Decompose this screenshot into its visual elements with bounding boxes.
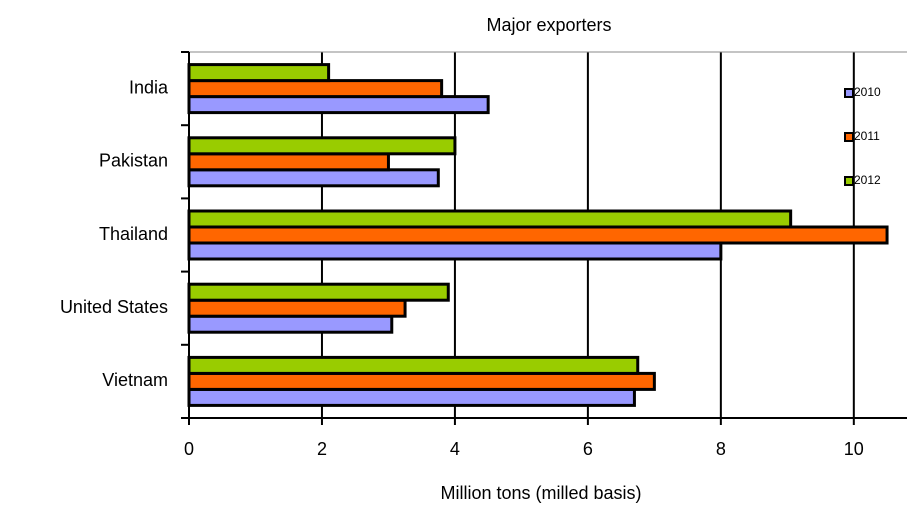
legend-label: 2012 — [854, 173, 881, 187]
legend-label: 2011 — [854, 129, 880, 143]
x-tick-label: 4 — [450, 439, 460, 459]
y-tick-label: India — [129, 77, 169, 97]
bar — [187, 136, 457, 156]
x-tick-label: 2 — [317, 439, 327, 459]
bar — [187, 168, 440, 188]
chart-title: Major exporters — [486, 15, 611, 35]
bar — [187, 225, 889, 245]
bar — [187, 355, 640, 375]
bar — [187, 371, 656, 391]
bar — [187, 387, 636, 407]
x-tick-label: 0 — [184, 439, 194, 459]
bar — [187, 298, 407, 318]
x-tick-label: 8 — [716, 439, 726, 459]
x-tick-label: 10 — [844, 439, 864, 459]
bar — [187, 209, 793, 229]
bar — [187, 63, 331, 83]
legend-swatch — [844, 176, 854, 186]
y-tick-label: Thailand — [99, 224, 168, 244]
bar — [187, 79, 444, 99]
bar — [187, 241, 723, 261]
bar — [187, 95, 490, 115]
legend-label: 2010 — [854, 85, 881, 99]
bar — [187, 314, 394, 334]
bar — [187, 282, 450, 302]
legend-swatch — [844, 132, 854, 142]
y-tick-label: United States — [60, 297, 168, 317]
y-tick-label: Pakistan — [99, 151, 168, 171]
y-tick-label: Vietnam — [102, 370, 168, 390]
x-axis-label: Million tons (milled basis) — [440, 483, 641, 503]
legend-swatch — [844, 88, 854, 98]
bar — [187, 152, 390, 172]
x-tick-label: 6 — [583, 439, 593, 459]
